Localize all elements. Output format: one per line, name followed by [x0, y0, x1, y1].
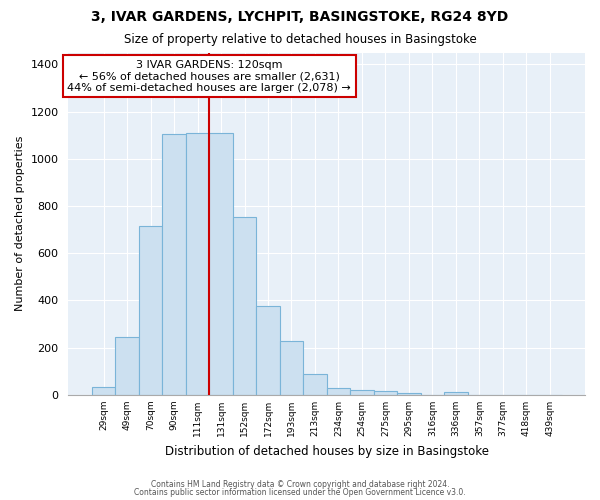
Bar [374, 390, 397, 395]
Bar [139, 226, 163, 395]
Bar [186, 133, 209, 395]
Bar [303, 374, 327, 395]
Bar [327, 388, 350, 395]
Text: 3, IVAR GARDENS, LYCHPIT, BASINGSTOKE, RG24 8YD: 3, IVAR GARDENS, LYCHPIT, BASINGSTOKE, R… [91, 10, 509, 24]
Text: Contains public sector information licensed under the Open Government Licence v3: Contains public sector information licen… [134, 488, 466, 497]
Y-axis label: Number of detached properties: Number of detached properties [15, 136, 25, 312]
Bar [209, 133, 233, 395]
Bar [397, 393, 421, 395]
Bar [350, 390, 374, 395]
Text: Contains HM Land Registry data © Crown copyright and database right 2024.: Contains HM Land Registry data © Crown c… [151, 480, 449, 489]
Bar [233, 216, 256, 395]
Bar [92, 386, 115, 395]
Bar [256, 306, 280, 395]
Bar [163, 134, 186, 395]
Bar [444, 392, 467, 395]
Bar [280, 340, 303, 395]
Text: Size of property relative to detached houses in Basingstoke: Size of property relative to detached ho… [124, 32, 476, 46]
X-axis label: Distribution of detached houses by size in Basingstoke: Distribution of detached houses by size … [165, 444, 489, 458]
Text: 3 IVAR GARDENS: 120sqm
← 56% of detached houses are smaller (2,631)
44% of semi-: 3 IVAR GARDENS: 120sqm ← 56% of detached… [67, 60, 351, 93]
Bar [115, 337, 139, 395]
